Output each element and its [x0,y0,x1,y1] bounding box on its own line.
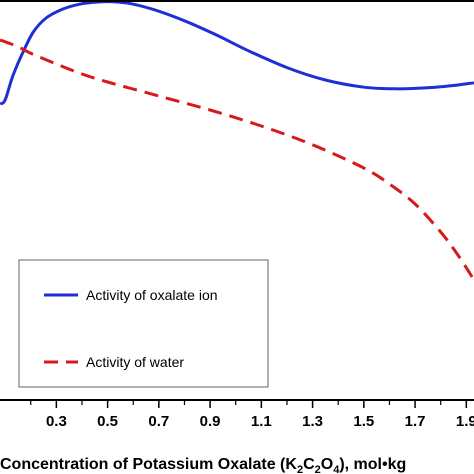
x-tick-label: 1.7 [405,413,426,430]
series-line-oxalate-ion [0,0,474,106]
x-tick-layer: 0.3 0.5 0.7 0.9 1.1 1.3 1.5 1.7 1.9 [30,400,474,430]
x-tick-label: 1.3 [302,413,323,430]
series-line-water [0,38,474,281]
x-tick-label: 1.5 [353,413,374,430]
x-tick-label: 0.3 [46,413,67,430]
x-tick-label: 0.7 [148,413,169,430]
legend-label-water: Activity of water [86,354,184,370]
x-tick-label: 1.9 [456,413,474,430]
legend-box [18,259,269,388]
series-layer [0,0,474,281]
legend: Activity of oxalate ion Activity of wate… [18,259,269,388]
x-axis-title: Concentration of Potassium Oxalate (K2C2… [0,456,406,474]
x-tick-label: 0.9 [200,413,221,430]
x-tick-label: 1.1 [251,413,272,430]
x-tick-label: 0.5 [97,413,118,430]
legend-label-oxalate: Activity of oxalate ion [86,287,218,303]
axes-layer [0,0,474,401]
